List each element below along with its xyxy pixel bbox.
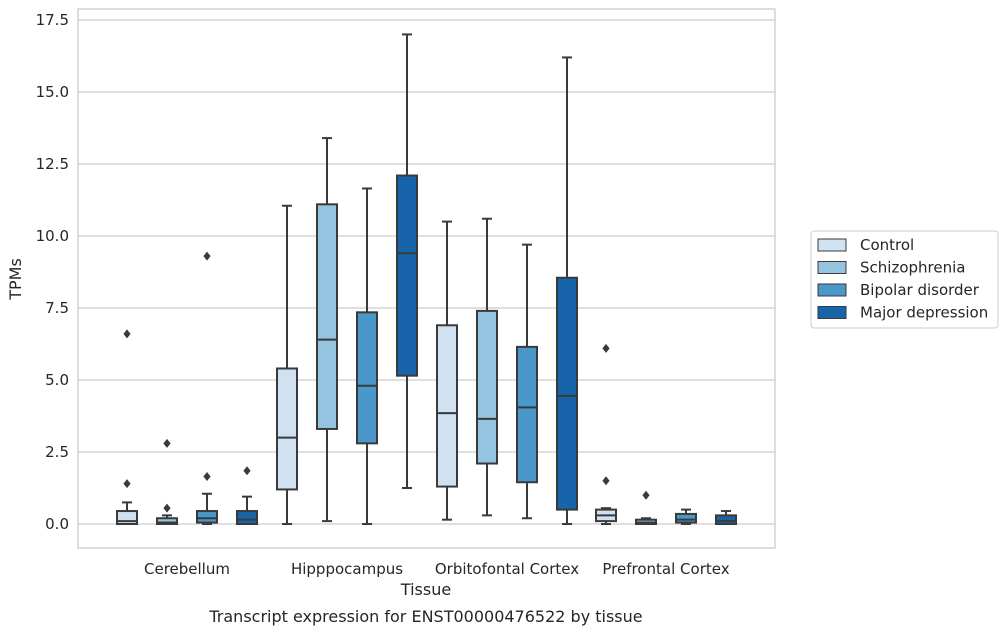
box [236,466,258,526]
x-tick-label: Hipppocampus [291,560,403,578]
box [556,56,578,525]
box-body [316,203,338,430]
box [595,343,617,525]
box-body [436,324,458,488]
y-tick-label: 7.5 [45,299,69,317]
y-tick-label: 10.0 [36,227,69,245]
y-axis-label: TPMs [6,258,25,301]
legend-swatch [817,306,847,319]
y-axis-ticks: 0.0 2.5 5.0 7.5 10.0 12.5 15.0 17.5 [36,11,69,533]
box [715,510,737,525]
outlier-point [243,466,251,476]
box [316,137,338,523]
box-body [556,276,578,511]
legend-swatch [817,261,847,274]
x-tick-label: Cerebellum [144,560,230,578]
legend-item: Bipolar disorder [817,281,980,299]
series-major-depression [236,33,737,526]
legend-label: Bipolar disorder [860,281,980,299]
box-body [276,367,298,491]
legend-frame [810,230,999,329]
legend-label: Schizophrenia [860,259,965,277]
legend: Control Schizophrenia Bipolar disorder Majo… [810,230,999,329]
box [196,251,218,525]
plot-frame [77,8,776,549]
x-tick-label: Prefrontal Cortex [602,560,729,578]
box [156,438,178,525]
box-body [516,345,538,484]
y-tick-label: 5.0 [45,371,69,389]
outlier-point [163,503,171,513]
box [635,490,657,525]
series-control [116,204,617,526]
box-plot-series [116,33,737,526]
y-tick-label: 2.5 [45,443,69,461]
box-body [156,517,178,525]
outlier-point [123,329,131,339]
y-tick-label: 12.5 [36,155,69,173]
box-body [715,514,737,525]
gridlines [78,19,775,525]
box [516,243,538,520]
x-axis-ticks: Cerebellum Hipppocampus Orbitofontal Corte… [144,560,730,578]
box [276,204,298,525]
outlier-point [602,476,610,486]
box [476,217,498,517]
outlier-point [203,251,211,261]
box [396,33,418,489]
outlier-point [123,479,131,489]
outlier-point [602,343,610,353]
legend-swatch [817,283,847,297]
box-body [236,510,258,526]
figure-caption: Transcript expression for ENST0000047652… [208,607,642,626]
y-tick-label: 15.0 [36,83,69,101]
legend-label: Control [860,236,914,254]
box [116,329,138,526]
series-bipolar-disorder [196,187,697,525]
x-axis-label: Tissue [400,580,451,599]
legend-item: Major depression [817,304,988,322]
box [436,220,458,521]
y-tick-label: 0.0 [45,515,69,533]
y-tick-label: 17.5 [36,11,69,29]
box [675,508,697,525]
series-schizophrenia [156,137,657,525]
box [356,187,378,525]
box-body [476,309,498,465]
outlier-point [203,471,211,481]
box-body [396,174,418,377]
outlier-point [163,438,171,448]
x-tick-label: Orbitofontal Cortex [435,560,579,578]
box-body [196,510,218,524]
legend-swatch [817,238,847,252]
legend-item: Schizophrenia [817,259,965,277]
legend-item: Control [817,236,914,254]
outlier-point [642,490,650,500]
box-body [356,311,378,445]
box-body [675,512,697,524]
legend-label: Major depression [860,304,988,322]
